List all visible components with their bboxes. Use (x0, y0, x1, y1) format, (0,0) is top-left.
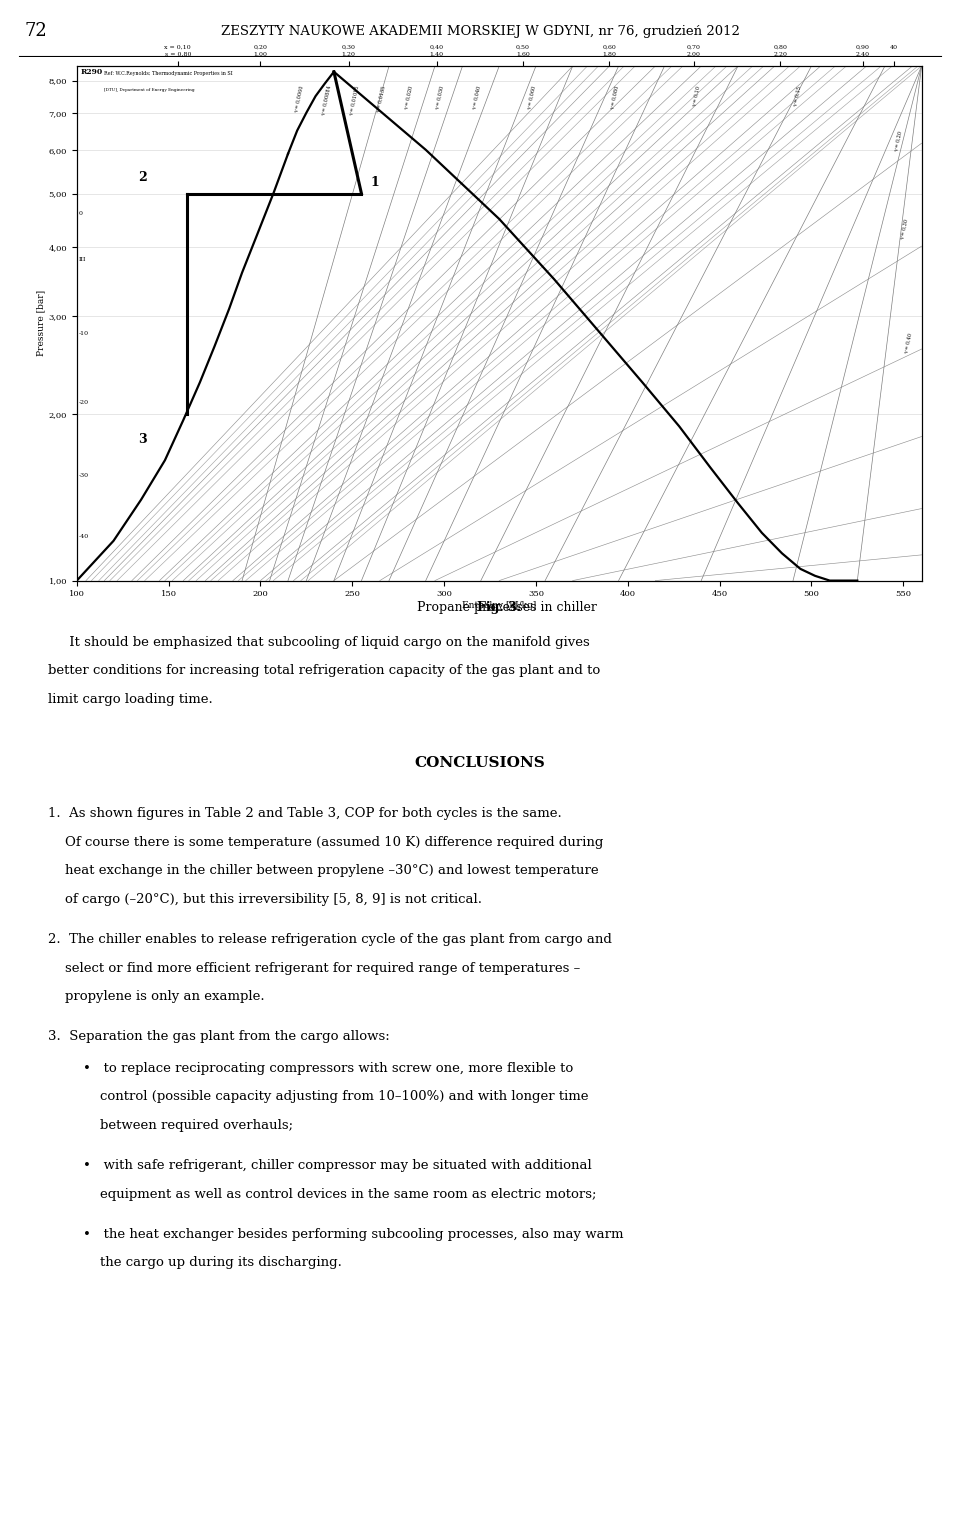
Text: equipment as well as control devices in the same room as electric motors;: equipment as well as control devices in … (83, 1187, 596, 1201)
Text: control (possible capacity adjusting from 10–100%) and with longer time: control (possible capacity adjusting fro… (83, 1091, 588, 1103)
Text: limit cargo loading time.: limit cargo loading time. (48, 693, 213, 707)
Text: heat exchange in the chiller between propylene –30°C) and lowest temperature: heat exchange in the chiller between pro… (48, 865, 599, 877)
Text: Ref: W.C.Reynolds; Thermodynamic Properties in SI: Ref: W.C.Reynolds; Thermodynamic Propert… (105, 71, 233, 77)
Text: v = 0,020: v = 0,020 (404, 84, 414, 111)
Text: v = 0,060: v = 0,060 (527, 84, 537, 111)
Text: -10: -10 (79, 330, 88, 335)
Text: v = 0,030: v = 0,030 (435, 84, 444, 111)
Text: -30: -30 (79, 473, 88, 478)
Text: 1: 1 (371, 175, 379, 189)
Text: It should be emphasized that subcooling of liquid cargo on the manifold gives: It should be emphasized that subcooling … (48, 636, 589, 648)
Text: the cargo up during its discharging.: the cargo up during its discharging. (83, 1256, 342, 1269)
Text: •   the heat exchanger besides performing subcooling processes, also may warm: • the heat exchanger besides performing … (83, 1227, 623, 1241)
Text: propylene is only an example.: propylene is only an example. (48, 991, 265, 1003)
Text: v = 0,15: v = 0,15 (793, 84, 803, 106)
Text: v = 0,40: v = 0,40 (903, 333, 913, 355)
Text: 1.  As shown figures in Table 2 and Table 3, COP for both cycles is the same.: 1. As shown figures in Table 2 and Table… (48, 808, 562, 820)
Text: Propane processes in chiller: Propane processes in chiller (401, 601, 597, 614)
Text: v = 0,0060: v = 0,0060 (294, 84, 304, 114)
Text: [DTU], Department of Energy Engineering: [DTU], Department of Energy Engineering (105, 88, 195, 92)
Text: III: III (79, 257, 86, 263)
Text: -20: -20 (79, 399, 88, 404)
Text: v = 0,10: v = 0,10 (692, 84, 702, 108)
Text: v = 0,30: v = 0,30 (900, 220, 909, 241)
Text: 0: 0 (79, 210, 83, 217)
Text: ZESZYTY NAUKOWE AKADEMII MORSKIEJ W GDYNI, nr 76, grudzień 2012: ZESZYTY NAUKOWE AKADEMII MORSKIEJ W GDYN… (221, 25, 739, 38)
Text: v = 0,01015: v = 0,01015 (348, 84, 360, 117)
Text: •   to replace reciprocating compressors with screw one, more flexible to: • to replace reciprocating compressors w… (83, 1061, 573, 1075)
Text: CONCLUSIONS: CONCLUSIONS (415, 756, 545, 770)
Text: 72: 72 (24, 22, 47, 40)
Text: R290: R290 (81, 68, 103, 77)
Text: 3.  Separation the gas plant from the cargo allows:: 3. Separation the gas plant from the car… (48, 1031, 390, 1043)
Text: select or find more efficient refrigerant for required range of temperatures –: select or find more efficient refrigeran… (48, 962, 580, 975)
Text: 3: 3 (138, 433, 147, 445)
Text: 2: 2 (138, 170, 147, 184)
Text: v = 0,20: v = 0,20 (894, 131, 903, 152)
Text: 2.  The chiller enables to release refrigeration cycle of the gas plant from car: 2. The chiller enables to release refrig… (48, 934, 612, 946)
Text: v = 0,0135: v = 0,0135 (376, 84, 387, 112)
Text: v = 0,00884: v = 0,00884 (321, 84, 332, 117)
Text: between required overhauls;: between required overhauls; (83, 1120, 293, 1132)
Text: Of course there is some temperature (assumed 10 K) difference required during: Of course there is some temperature (ass… (48, 836, 604, 849)
Text: •   with safe refrigerant, chiller compressor may be situated with additional: • with safe refrigerant, chiller compres… (83, 1160, 591, 1172)
X-axis label: Enthalpy [kJ/kg]: Enthalpy [kJ/kg] (462, 601, 537, 610)
Text: Fig. 3.: Fig. 3. (477, 601, 521, 614)
Text: v = 0,080: v = 0,080 (610, 84, 619, 111)
Text: of cargo (–20°C), but this irreversibility [5, 8, 9] is not critical.: of cargo (–20°C), but this irreversibili… (48, 892, 482, 906)
Text: -40: -40 (79, 535, 89, 539)
Text: v = 0,040: v = 0,040 (471, 84, 482, 111)
Text: better conditions for increasing total refrigeration capacity of the gas plant a: better conditions for increasing total r… (48, 664, 600, 677)
Y-axis label: Pressure [bar]: Pressure [bar] (36, 290, 46, 356)
